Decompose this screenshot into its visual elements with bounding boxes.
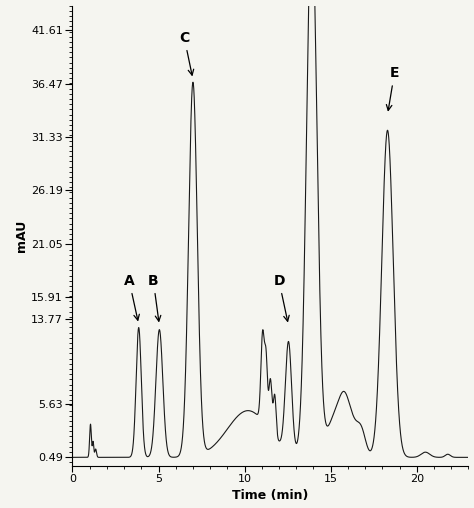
Text: B: B <box>148 274 161 321</box>
Text: C: C <box>179 31 194 75</box>
Y-axis label: mAU: mAU <box>15 219 28 251</box>
X-axis label: Time (min): Time (min) <box>232 489 309 502</box>
Text: D: D <box>273 274 289 321</box>
Text: E: E <box>386 67 399 110</box>
Text: A: A <box>124 274 139 320</box>
